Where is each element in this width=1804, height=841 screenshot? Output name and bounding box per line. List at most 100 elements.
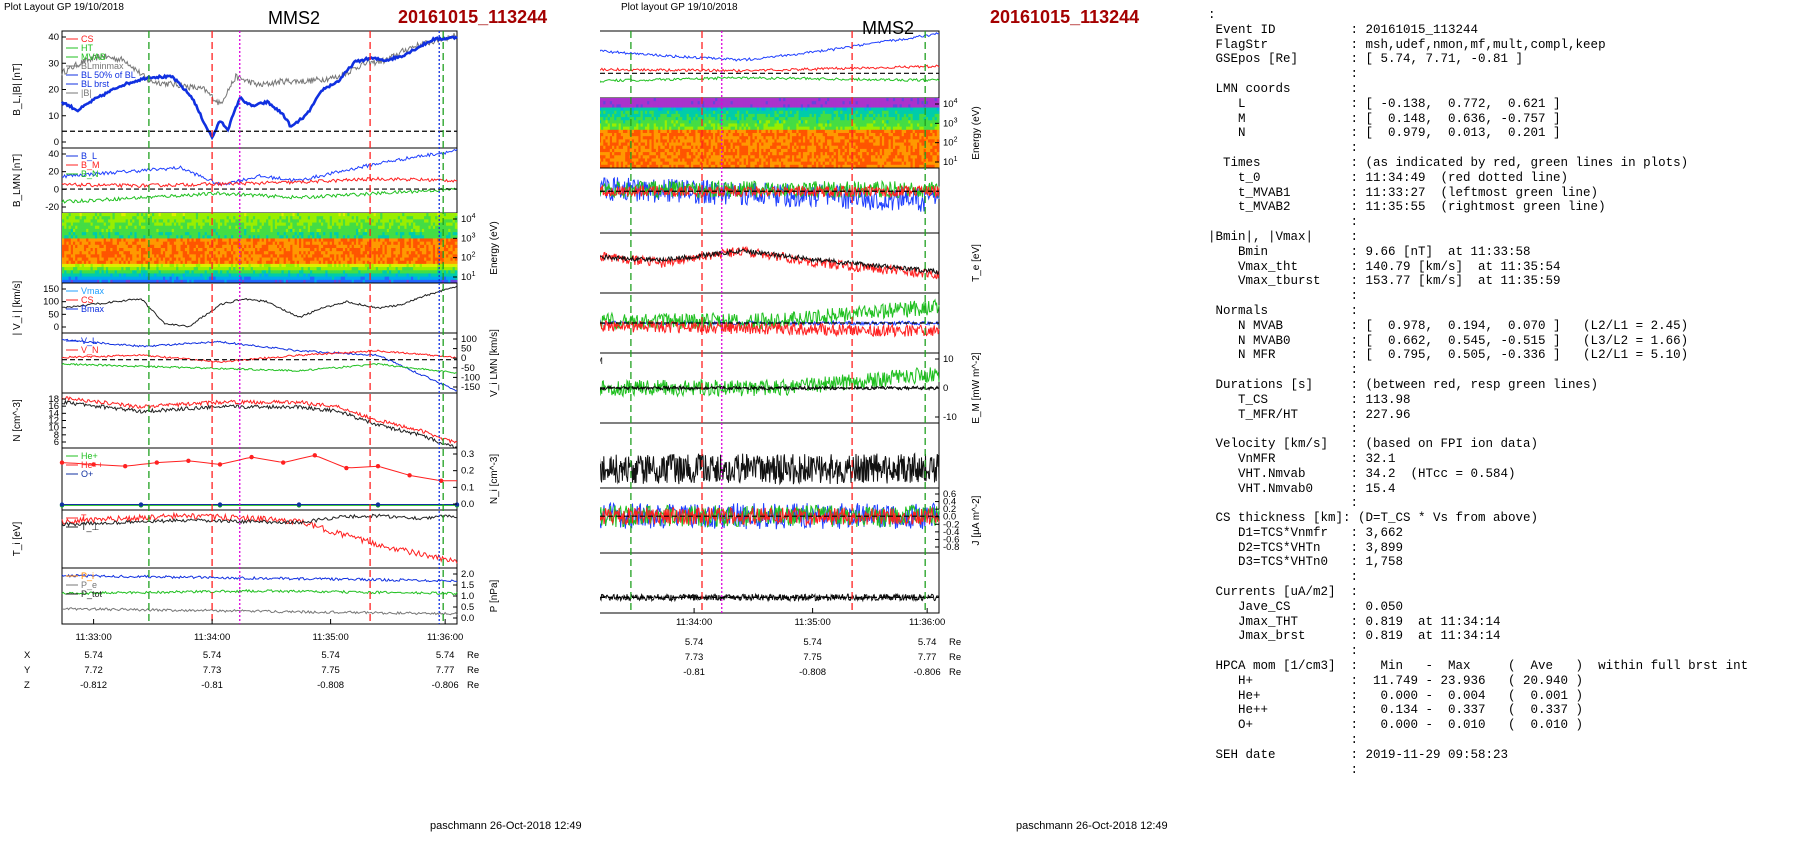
spectrogram-cell [424, 219, 427, 223]
spectrogram-cell [246, 241, 249, 246]
spectrogram-cell [450, 248, 454, 252]
spectrogram-cell [64, 251, 67, 255]
spectrogram-cell [101, 260, 105, 265]
spectrogram-cell [765, 101, 769, 105]
spectrogram-cell [261, 270, 265, 274]
spectrogram-cell [171, 222, 175, 227]
spectrogram-cell [77, 241, 80, 246]
spectrogram-cell [241, 273, 245, 278]
spectrogram-cell [402, 257, 405, 262]
spectrogram-cell [930, 98, 933, 102]
spectrogram-cell [162, 232, 166, 236]
spectrogram-cell [195, 219, 199, 223]
spectrogram-cell [237, 276, 241, 281]
spectrogram-cell [410, 260, 414, 265]
spectrogram-cell [419, 270, 423, 274]
spectrogram-cell [351, 238, 355, 243]
spectrogram-cell [246, 279, 249, 284]
spectrogram-cell [81, 254, 85, 258]
spectrogram-cell [331, 276, 335, 281]
spectrogram-cell [443, 235, 447, 239]
spectrogram-cell [309, 241, 313, 246]
spectrogram-cell [70, 270, 74, 274]
spectrogram-cell [165, 270, 168, 274]
spectrogram-cell [141, 270, 144, 274]
spectrogram-cell [388, 235, 392, 239]
spectrogram-cell [415, 232, 418, 236]
spectrogram-cell [336, 270, 339, 274]
spectrogram-cell [292, 232, 296, 236]
y-tick-label: 12 [48, 416, 59, 427]
spectrogram-cell [349, 270, 353, 274]
spectrogram-cell [257, 254, 260, 258]
spectrogram-cell [116, 232, 120, 236]
spectrogram-cell [776, 104, 780, 108]
spectrogram-cell [220, 244, 223, 249]
spectrogram-cell [292, 263, 296, 268]
spectrogram-cell [147, 279, 151, 284]
spectrogram-cell [226, 235, 230, 239]
spectrogram-cell [105, 222, 109, 227]
spectrogram-cell [432, 238, 436, 243]
legend-label: |B| [81, 88, 92, 98]
spectrogram-cell [283, 273, 287, 278]
spectrogram-cell [371, 276, 375, 281]
spectrogram-cell [266, 213, 269, 217]
spectrogram-cell [655, 101, 659, 105]
spectrogram-cell [169, 279, 173, 284]
spectrogram-cell [246, 219, 249, 223]
spectrogram-cell [338, 270, 342, 274]
spectrogram-cell [846, 101, 850, 105]
spectrogram-cell [162, 244, 166, 249]
spectrogram-cell [217, 213, 221, 217]
spectrogram-cell [435, 225, 438, 230]
spectrogram-cell [182, 263, 186, 268]
spectrogram-cell [141, 238, 144, 243]
spectrogram-cell [340, 238, 344, 243]
spectrogram-cell [369, 235, 372, 239]
spectrogram-cell [202, 219, 206, 223]
spectrogram-cell [156, 232, 159, 236]
spectrogram-cell [320, 244, 324, 249]
spectrogram-cell [241, 232, 245, 236]
spectrogram-cell [83, 225, 87, 230]
spectrogram-cell [281, 254, 285, 258]
spectrogram-cell [138, 241, 142, 246]
spectrogram-cell [77, 219, 80, 223]
spectrogram-cell [336, 244, 339, 249]
spectrogram-cell [382, 260, 385, 265]
spectrogram-cell [399, 232, 403, 236]
spectrogram-cell [717, 101, 720, 105]
spectrogram-cell [281, 216, 285, 220]
spectrogram-cell [143, 267, 146, 271]
spectrogram-cell [66, 260, 69, 265]
spectrogram-cell [356, 270, 359, 274]
spectrogram-cell [270, 235, 274, 239]
spectrogram-cell [288, 222, 291, 227]
spectrogram-cell [250, 257, 254, 262]
spectrogram-cell [145, 216, 148, 220]
spectrogram-cell [92, 213, 96, 217]
spectrogram-cell [105, 254, 109, 258]
spectrogram-cell [173, 235, 177, 239]
spectrogram-cell [151, 254, 155, 258]
spectrogram-cell [228, 244, 232, 249]
spectrogram-cell [726, 107, 729, 112]
spectrogram-cell [86, 279, 89, 284]
spectrogram-cell [114, 232, 118, 236]
spectrogram-cell [369, 216, 372, 220]
spectrogram-cell [198, 260, 201, 265]
spectrogram-cell [296, 276, 300, 281]
spectrogram-cell [141, 244, 144, 249]
spectrogram-cell [413, 222, 416, 227]
spectrogram-cell [316, 232, 320, 236]
spectrogram-cell [259, 219, 263, 223]
spectrogram-cell [288, 216, 291, 220]
spectrogram-cell [428, 241, 432, 246]
spectrogram-cell [402, 225, 405, 230]
spectrogram-cell [316, 228, 320, 233]
spectrogram-cell [860, 98, 863, 102]
spectrogram-cell [138, 279, 142, 284]
spectrogram-cell [141, 273, 144, 278]
spectrogram-cell [68, 241, 72, 246]
